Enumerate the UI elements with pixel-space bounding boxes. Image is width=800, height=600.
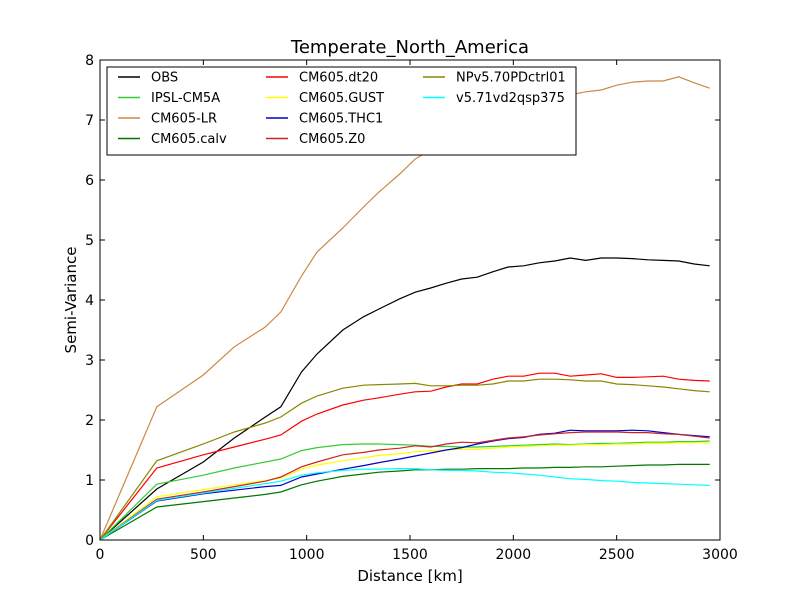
legend-label: CM605.THC1 <box>299 112 383 127</box>
x-tick-label: 2000 <box>496 547 532 563</box>
y-axis-label: Semi-Variance <box>62 247 80 354</box>
legend-label: CM605-LR <box>151 112 217 127</box>
y-tick-label: 2 <box>85 413 94 429</box>
y-axis: 0 1 2 3 4 5 6 7 8 <box>85 53 720 549</box>
legend-label: CM605.calv <box>151 132 227 147</box>
legend-label: OBS <box>151 71 178 86</box>
series-line-5 <box>99 442 710 541</box>
y-tick-label: 3 <box>85 353 94 369</box>
series-line-9 <box>99 468 710 541</box>
y-tick-label: 4 <box>85 293 94 309</box>
legend-label: CM605.Z0 <box>299 132 365 147</box>
y-tick-label: 6 <box>85 173 94 189</box>
legend-label: IPSL-CM5A <box>151 91 220 106</box>
x-tick-label: 2500 <box>599 547 635 563</box>
x-tick-label: 1500 <box>392 547 428 563</box>
x-tick-label: 0 <box>96 547 105 563</box>
legend-label: CM605.GUST <box>299 91 384 106</box>
legend-label: CM605.dt20 <box>299 71 378 86</box>
x-axis-label: Distance [km] <box>357 567 462 585</box>
x-axis: 0 500 1000 1500 2000 2500 3000 <box>96 60 738 563</box>
series-line-4 <box>99 372 710 541</box>
series-line-7 <box>99 431 710 541</box>
x-tick-label: 3000 <box>702 547 738 563</box>
legend-label: NPv5.70PDctrl01 <box>456 71 566 86</box>
x-tick-label: 500 <box>190 547 217 563</box>
series-line-8 <box>99 378 710 541</box>
x-tick-label: 1000 <box>289 547 325 563</box>
y-tick-label: 5 <box>85 233 94 249</box>
legend: OBS IPSL-CM5A CM605-LR CM605.calv CM605.dt20… <box>106 66 577 156</box>
series-line-0 <box>99 257 710 541</box>
series-line-3 <box>99 463 710 541</box>
y-tick-label: 1 <box>85 473 94 489</box>
legend-label: v5.71vd2qsp375 <box>456 91 565 106</box>
series-line-1 <box>99 440 710 541</box>
y-tick-label: 8 <box>85 53 94 69</box>
y-tick-label: 7 <box>85 113 94 129</box>
series-line-6 <box>99 429 710 541</box>
legend-box <box>106 66 577 156</box>
y-tick-label: 0 <box>85 533 94 549</box>
chart-title: Temperate_North_America <box>290 37 529 58</box>
